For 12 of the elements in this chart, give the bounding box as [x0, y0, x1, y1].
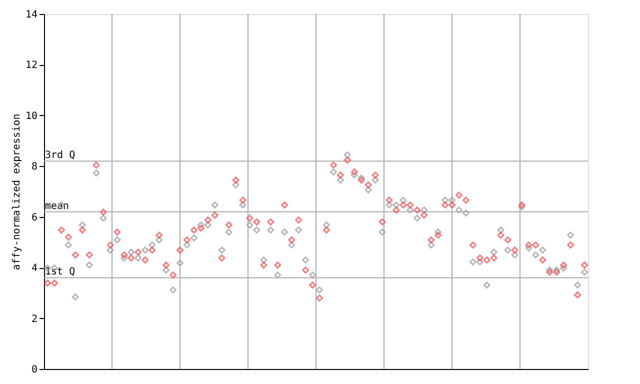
y-tick-label: 14 [25, 10, 38, 20]
y-tick-label: 10 [25, 110, 38, 122]
ref-line-label: 3rd Q [45, 150, 76, 162]
ref-line-label: 1st Q [45, 266, 76, 278]
y-tick-label: 6 [31, 212, 38, 224]
y-tick-label: 12 [25, 60, 38, 72]
y-axis-title: affy-normalized expression [11, 114, 22, 270]
ref-line-label: mean [45, 200, 70, 212]
y-tick-label: 0 [31, 364, 38, 376]
y-tick-label: 8 [31, 162, 38, 173]
y-tick-label: 2 [31, 314, 38, 325]
y-tick-label: 4 [31, 263, 38, 274]
